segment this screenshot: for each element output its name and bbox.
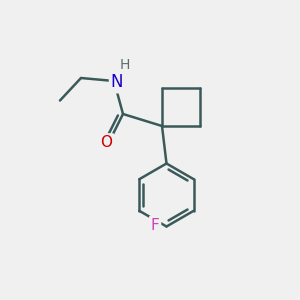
Text: N: N bbox=[111, 74, 123, 92]
Text: F: F bbox=[151, 218, 160, 232]
Text: O: O bbox=[100, 135, 112, 150]
Text: H: H bbox=[119, 58, 130, 72]
